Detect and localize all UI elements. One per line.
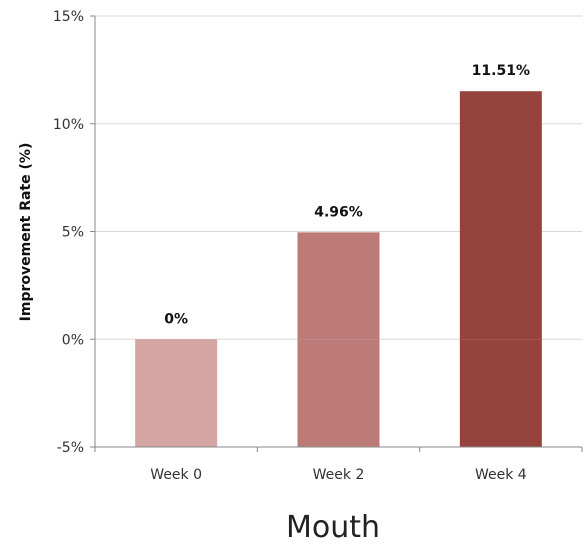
data-label: 11.51% bbox=[472, 63, 530, 79]
x-tick-label: Week 0 bbox=[150, 467, 202, 483]
bar-week-4 bbox=[459, 91, 542, 340]
x-tick-label: Week 4 bbox=[475, 467, 527, 483]
y-tick-label: 10% bbox=[53, 117, 84, 133]
bar-base bbox=[459, 339, 542, 447]
chart-title: Mouth bbox=[286, 510, 380, 545]
data-labels: 0% 4.96% 11.51% bbox=[164, 63, 530, 327]
x-tick-label: Week 2 bbox=[313, 467, 365, 483]
data-label: 0% bbox=[164, 311, 188, 327]
y-axis-label: Improvement Rate (%) bbox=[18, 143, 34, 322]
axes bbox=[90, 15, 583, 452]
bar-week-0-base bbox=[135, 339, 218, 447]
y-tick-label: -5% bbox=[57, 440, 84, 456]
y-tick-labels: -5% 0% 5% 10% 15% bbox=[53, 9, 84, 456]
x-tick-labels: Week 0 Week 2 Week 4 bbox=[150, 467, 526, 483]
y-tick-label: 15% bbox=[53, 9, 84, 25]
y-tick-label: 0% bbox=[62, 332, 84, 348]
bars bbox=[135, 91, 542, 447]
y-tick-label: 5% bbox=[62, 225, 84, 241]
bar-week-2 bbox=[297, 232, 380, 340]
bar-base bbox=[297, 339, 380, 447]
data-label: 4.96% bbox=[314, 204, 363, 220]
